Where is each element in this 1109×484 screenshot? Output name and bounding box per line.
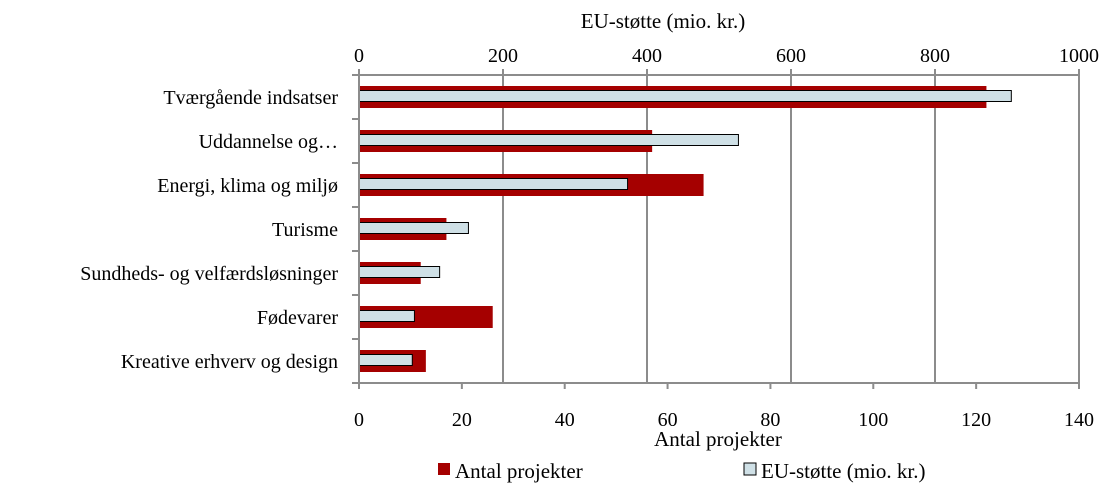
top-tick-label-3: 600 bbox=[776, 45, 806, 67]
bottom-tick-label-4: 80 bbox=[760, 409, 780, 431]
top-tick-label-2: 400 bbox=[632, 45, 662, 67]
category-label-5: Fødevarer bbox=[257, 307, 338, 329]
category-label-2: Energi, klima og miljø bbox=[157, 175, 338, 197]
category-label-3: Turisme bbox=[272, 219, 338, 241]
top-axis-title: EU-støtte (mio. kr.) bbox=[581, 9, 745, 33]
bottom-tick-label-2: 40 bbox=[555, 409, 575, 431]
category-label-6: Kreative erhverv og design bbox=[121, 351, 338, 373]
bar-eu-stotte-0 bbox=[358, 90, 1012, 102]
bar-eu-stotte-2 bbox=[358, 178, 629, 190]
bottom-tick-label-3: 60 bbox=[658, 409, 678, 431]
bottom-tick-label-1: 20 bbox=[452, 409, 472, 431]
bar-eu-stotte-6 bbox=[358, 354, 413, 366]
axes: 0 200 400 600 800 1000 0 20 40 60 80 100 120 140 bbox=[352, 45, 1099, 431]
bar-eu-stotte-1 bbox=[358, 134, 739, 146]
bottom-axis-title: Antal projekter bbox=[654, 427, 782, 451]
top-tick-label-5: 1000 bbox=[1059, 45, 1099, 67]
category-label-1: Uddannelse og… bbox=[199, 131, 338, 153]
bars bbox=[358, 86, 1012, 372]
top-tick-label-4: 800 bbox=[920, 45, 950, 67]
legend: Antal projekter EU-støtte (mio. kr.) bbox=[438, 459, 925, 483]
category-labels: Tværgående indsatser Uddannelse og… Energi… bbox=[80, 87, 338, 373]
category-label-0: Tværgående indsatser bbox=[163, 87, 338, 109]
legend-swatch-eu-stotte bbox=[743, 462, 757, 476]
top-tick-label-0: 0 bbox=[354, 45, 364, 67]
bar-eu-stotte-4 bbox=[358, 266, 441, 278]
top-tick-label-1: 200 bbox=[488, 45, 518, 67]
bar-eu-stotte-3 bbox=[358, 222, 469, 234]
bar-eu-stotte-5 bbox=[358, 310, 415, 322]
bottom-tick-label-5: 100 bbox=[858, 409, 888, 431]
legend-label-antal-projekter: Antal projekter bbox=[455, 459, 583, 483]
bottom-tick-label-6: 120 bbox=[961, 409, 991, 431]
category-label-4: Sundheds- og velfærdsløsninger bbox=[80, 263, 338, 285]
bottom-tick-label-7: 140 bbox=[1064, 409, 1094, 431]
legend-label-eu-stotte: EU-støtte (mio. kr.) bbox=[761, 459, 925, 483]
legend-swatch-antal-projekter bbox=[438, 463, 450, 475]
bottom-tick-label-0: 0 bbox=[354, 409, 364, 431]
